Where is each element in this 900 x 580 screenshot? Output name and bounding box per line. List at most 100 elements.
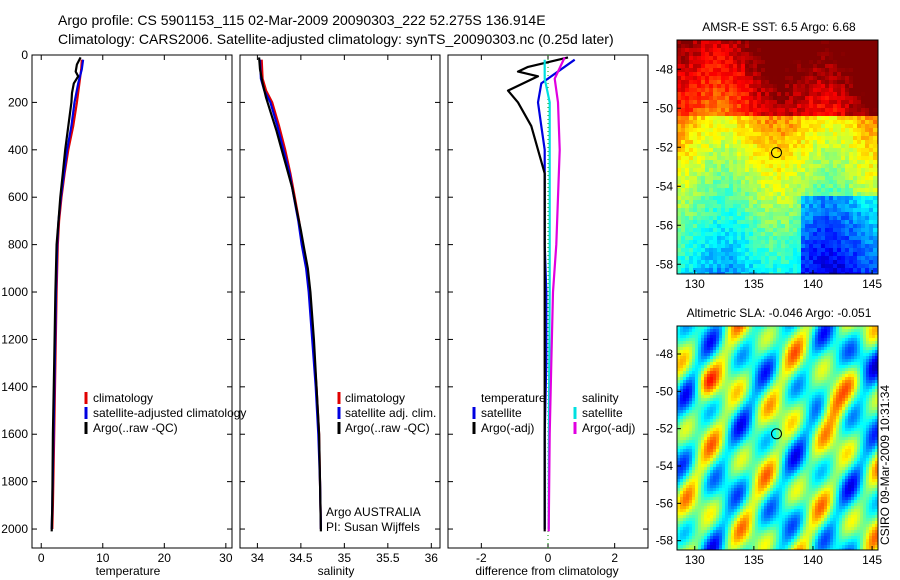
heatmap-cell [866, 353, 870, 357]
heatmap-cell [773, 268, 778, 273]
heatmap-cell [817, 136, 822, 141]
heatmap-cell [737, 128, 742, 133]
heatmap-cell [845, 362, 849, 366]
heatmap-cell [797, 48, 802, 53]
heatmap-cell [777, 168, 782, 173]
heatmap-cell [686, 368, 690, 372]
heatmap-cell [719, 380, 723, 384]
heatmap-cell [753, 152, 758, 157]
y-tick-label: -50 [656, 101, 674, 115]
heatmap-cell [713, 196, 718, 201]
heatmap-cell [861, 56, 866, 61]
heatmap-cell [686, 392, 690, 396]
heatmap-cell [801, 120, 806, 125]
heatmap-cell [689, 392, 693, 396]
heatmap-cell [717, 220, 722, 225]
heatmap-cell [809, 80, 814, 85]
heatmap-cell [713, 136, 718, 141]
heatmap-cell [824, 392, 828, 396]
heatmap-cell [817, 192, 822, 197]
heatmap-cell [793, 140, 798, 145]
heatmap-cell [817, 76, 822, 81]
heatmap-cell [683, 341, 687, 345]
heatmap-cell [833, 180, 838, 185]
heatmap-cell [809, 152, 814, 157]
heatmap-cell [837, 184, 842, 189]
heatmap-cell [749, 132, 754, 137]
heatmap-cell [849, 108, 854, 113]
heatmap-cell [695, 365, 699, 369]
heatmap-cell [692, 356, 696, 360]
heatmap-cell [677, 356, 681, 360]
heatmap-cell [752, 368, 756, 372]
heatmap-cell [761, 208, 766, 213]
heatmap-cell [767, 395, 771, 399]
heatmap-cell [681, 164, 686, 169]
heatmap-cell [821, 64, 826, 69]
heatmap-cell [833, 272, 838, 275]
heatmap-cell [800, 341, 804, 345]
heatmap-cell [757, 144, 762, 149]
heatmap-cell [845, 401, 849, 405]
heatmap-cell [677, 140, 682, 145]
heatmap-cell [695, 341, 699, 345]
heatmap-cell [721, 108, 726, 113]
heatmap-cell [833, 116, 838, 121]
heatmap-cell [733, 192, 738, 197]
heatmap-cell [797, 256, 802, 261]
heatmap-cell [695, 359, 699, 363]
heatmap-cell [829, 44, 834, 49]
heatmap-cell [733, 104, 738, 109]
heatmap-cell [791, 395, 795, 399]
heatmap-cell [683, 350, 687, 354]
heatmap-cell [729, 232, 734, 237]
heatmap-cell [829, 160, 834, 165]
heatmap-cell [861, 236, 866, 241]
heatmap-cell [693, 160, 698, 165]
heatmap-cell [845, 100, 850, 105]
heatmap-cell [869, 124, 874, 129]
heatmap-cell [697, 68, 702, 73]
heatmap-cell [800, 398, 804, 402]
heatmap-cell [805, 132, 810, 137]
heatmap-cell [713, 389, 717, 393]
heatmap-cell [701, 377, 705, 381]
heatmap-cell [821, 76, 826, 81]
heatmap-cell [837, 188, 842, 193]
heatmap-cell [827, 383, 831, 387]
heatmap-cell [752, 398, 756, 402]
heatmap-cell [841, 188, 846, 193]
heatmap-cell [752, 392, 756, 396]
heatmap-cell [821, 356, 825, 360]
heatmap-cell [761, 216, 766, 221]
heatmap-cell [689, 244, 694, 249]
heatmap-cell [713, 240, 718, 245]
heatmap-cell [857, 116, 862, 121]
heatmap-cell [733, 136, 738, 141]
heatmap-cell [695, 395, 699, 399]
heatmap-cell [836, 344, 840, 348]
heatmap-cell [753, 176, 758, 181]
heatmap-cell [789, 140, 794, 145]
heatmap-cell [797, 84, 802, 89]
heatmap-cell [782, 398, 786, 402]
heatmap-cell [745, 232, 750, 237]
heatmap-cell [785, 326, 789, 330]
heatmap-cell [782, 377, 786, 381]
heatmap-cell [741, 96, 746, 101]
heatmap-cell [741, 156, 746, 161]
heatmap-cell [833, 341, 837, 345]
heatmap-cell [677, 88, 682, 93]
heatmap-cell [809, 347, 813, 351]
heatmap-cell [709, 96, 714, 101]
heatmap-cell [793, 48, 798, 53]
heatmap-cell [773, 120, 778, 125]
heatmap-cell [829, 216, 834, 221]
heatmap-cell [813, 84, 818, 89]
heatmap-cell [729, 136, 734, 141]
heatmap-cell [773, 353, 777, 357]
heatmap-cell [737, 256, 742, 261]
heatmap-cell [709, 108, 714, 113]
heatmap-cell [875, 347, 879, 351]
heatmap-cell [848, 395, 852, 399]
